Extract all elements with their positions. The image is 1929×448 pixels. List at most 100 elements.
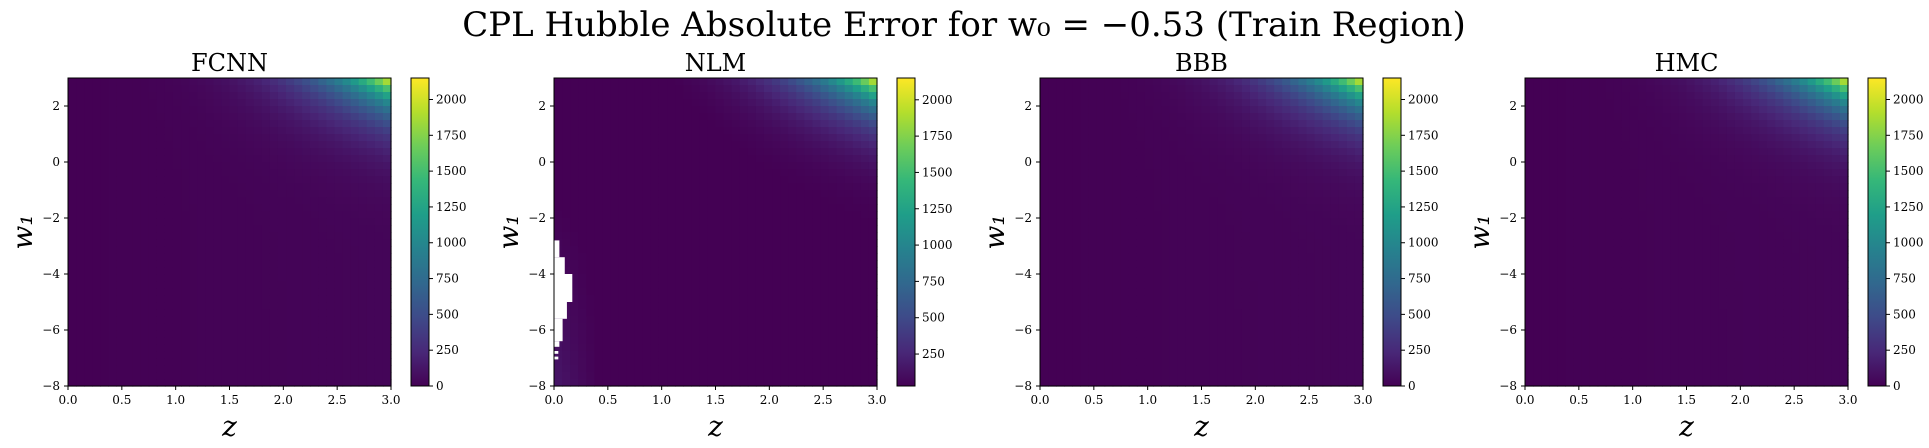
heatmap-cell <box>1225 351 1235 359</box>
heatmap-cell <box>554 169 563 177</box>
heatmap-cell <box>755 232 765 240</box>
heatmap-cell <box>723 134 733 142</box>
heatmap-cell <box>229 281 239 289</box>
heatmap-cell <box>610 106 620 114</box>
y-tick-label: −2 <box>42 211 60 225</box>
heatmap-cell <box>221 267 231 275</box>
heatmap-cell <box>1088 372 1098 380</box>
heatmap-cell <box>1258 330 1267 338</box>
heatmap-cell <box>1064 204 1073 212</box>
heatmap-cell <box>1056 372 1065 380</box>
heatmap-cell <box>812 337 822 345</box>
heatmap-cell <box>570 253 579 261</box>
heatmap-cell <box>868 127 878 135</box>
heatmap-cell <box>302 148 311 156</box>
heatmap-cell <box>213 169 223 177</box>
heatmap-cell <box>1177 239 1186 247</box>
heatmap-cell <box>205 288 214 296</box>
heatmap-cell <box>253 309 263 317</box>
heatmap-cell <box>755 302 765 310</box>
heatmap-cell <box>1088 330 1098 338</box>
heatmap-cell <box>286 99 295 107</box>
heatmap-cell <box>860 106 870 114</box>
heatmap-cell <box>326 113 336 121</box>
heatmap-cell <box>763 134 773 142</box>
heatmap-cell <box>277 92 287 100</box>
heatmap-cell <box>1274 162 1283 170</box>
heatmap-cell <box>132 225 142 233</box>
heatmap-cell <box>318 169 327 177</box>
heatmap-cell <box>804 239 813 247</box>
heatmap-cell <box>76 232 85 240</box>
heatmap-cell <box>1225 295 1235 303</box>
heatmap-cell <box>658 120 668 128</box>
heatmap-cell <box>658 148 668 156</box>
heatmap-cell <box>277 344 287 352</box>
heatmap-cell <box>1249 316 1259 324</box>
heatmap-cell <box>269 155 279 163</box>
heatmap-cell <box>269 316 279 324</box>
heatmap-cell <box>374 372 384 380</box>
heatmap-cell <box>1249 148 1259 156</box>
heatmap-cell <box>294 295 303 303</box>
heatmap-cell <box>1274 274 1283 282</box>
heatmap-cell <box>683 155 692 163</box>
heatmap-cell <box>277 183 287 191</box>
heatmap-cell <box>172 106 182 114</box>
heatmap-cell <box>286 302 295 310</box>
heatmap-cell <box>294 323 303 331</box>
heatmap-cell <box>820 141 830 149</box>
heatmap-cell <box>1258 316 1267 324</box>
heatmap-cell <box>172 155 182 163</box>
heatmap-cell <box>1241 365 1251 373</box>
heatmap-cell <box>1185 85 1195 93</box>
heatmap-cell <box>164 302 174 310</box>
heatmap-cell <box>148 246 158 254</box>
heatmap-cell <box>667 330 676 338</box>
heatmap-cell <box>92 232 101 240</box>
heatmap-cell <box>739 106 749 114</box>
heatmap-cell <box>683 183 692 191</box>
heatmap-cell <box>723 246 733 254</box>
heatmap-cell <box>1144 337 1154 345</box>
heatmap-cell <box>189 288 198 296</box>
heatmap-cell <box>860 148 870 156</box>
heatmap-cell <box>1185 197 1195 205</box>
heatmap-cell <box>634 302 644 310</box>
heatmap-cell <box>1048 323 1057 331</box>
heatmap-cell <box>1088 253 1098 261</box>
heatmap-cell <box>667 176 676 184</box>
heatmap-cell <box>868 337 878 345</box>
heatmap-cell <box>804 246 813 254</box>
heatmap-cell <box>1056 274 1065 282</box>
heatmap-cell <box>1258 372 1267 380</box>
heatmap-cell <box>140 127 150 135</box>
heatmap-cell <box>1120 113 1130 121</box>
heatmap-cell <box>755 288 765 296</box>
heatmap-cell <box>269 211 279 219</box>
heatmap-cell <box>318 141 327 149</box>
heatmap-cell <box>245 176 255 184</box>
heatmap-cell <box>68 183 77 191</box>
heatmap-cell <box>342 99 352 107</box>
heatmap-cell <box>1048 365 1057 373</box>
heatmap-cell <box>755 197 765 205</box>
heatmap-cell <box>1266 316 1275 324</box>
heatmap-cell <box>1193 183 1203 191</box>
heatmap-cell <box>1193 260 1203 268</box>
heatmap-cell <box>707 274 717 282</box>
heatmap-cell <box>382 218 392 226</box>
heatmap-cell <box>245 309 255 317</box>
heatmap-cell <box>610 246 620 254</box>
heatmap-cell <box>594 169 604 177</box>
heatmap-cell <box>820 302 830 310</box>
heatmap-cell <box>1185 141 1195 149</box>
heatmap-cell <box>1249 281 1259 289</box>
heatmap-cell <box>1225 176 1235 184</box>
heatmap-cell <box>788 260 797 268</box>
heatmap-cell <box>1282 372 1291 380</box>
heatmap-cell <box>1233 274 1243 282</box>
heatmap-cell <box>691 134 700 142</box>
heatmap-cell <box>1136 288 1146 296</box>
heatmap-cell <box>1193 288 1203 296</box>
